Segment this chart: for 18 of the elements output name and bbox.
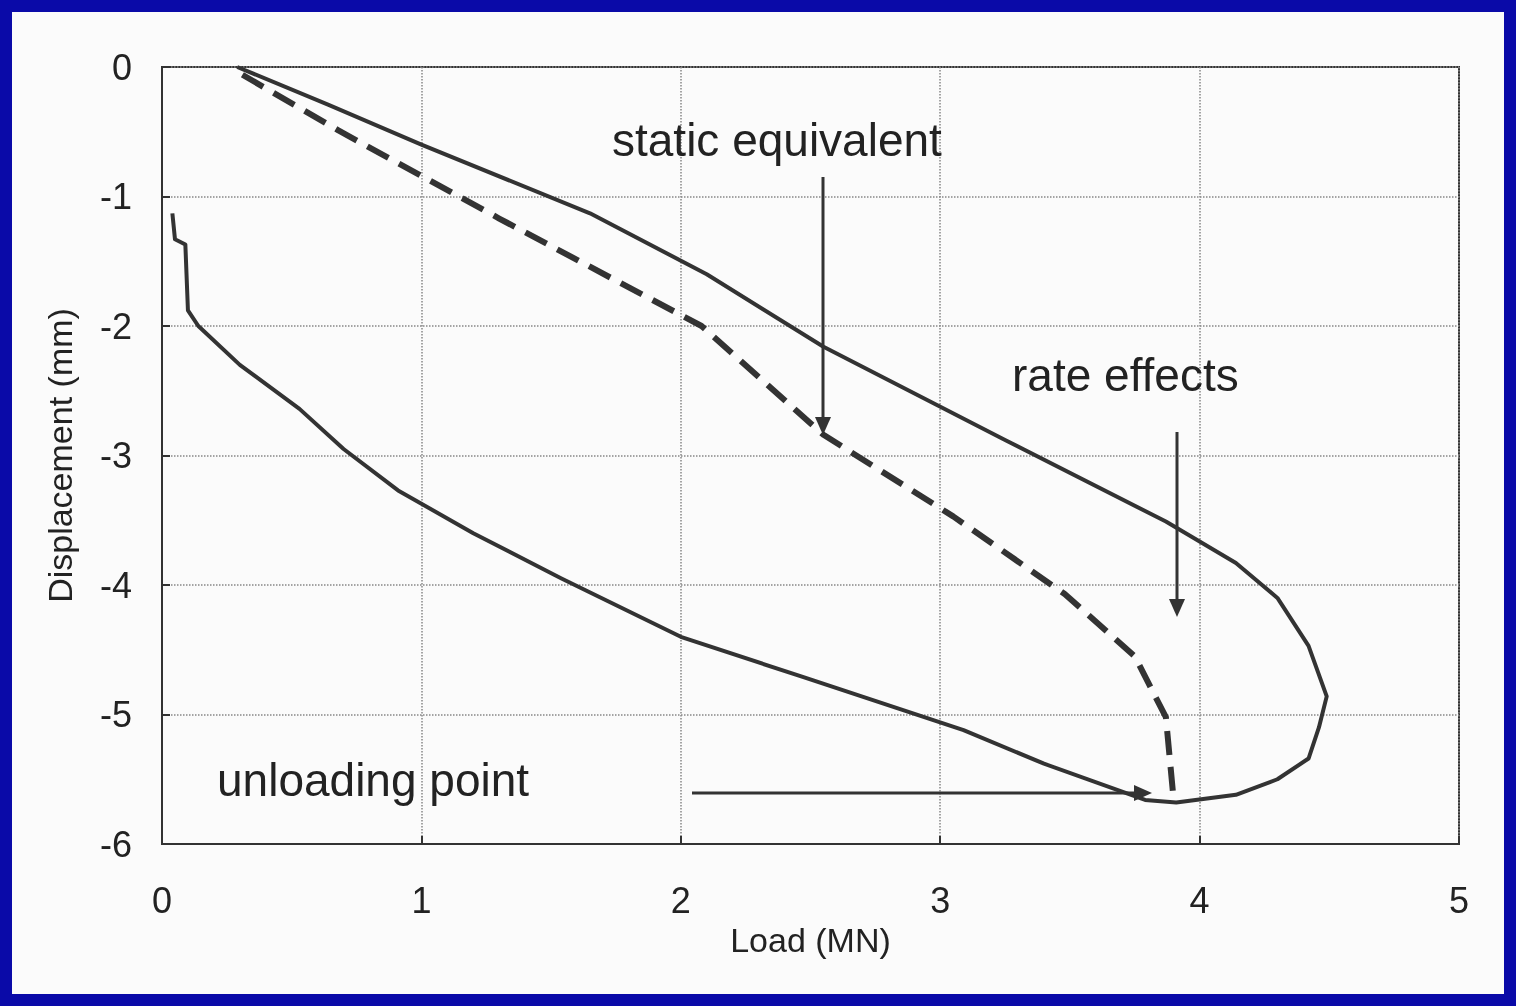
x-tick-label: 3 (930, 879, 951, 921)
annotation: static equivalent (612, 114, 942, 166)
y-axis-title: Displacement (mm) (41, 308, 79, 603)
y-tick-label: -5 (99, 694, 132, 735)
annotation: rate effects (1012, 349, 1239, 401)
x-tick-label: 2 (670, 879, 691, 921)
x-tick-label: 1 (411, 879, 432, 921)
y-tick-label: -4 (99, 564, 132, 606)
x-tick-label: 5 (1448, 879, 1470, 921)
x-axis-title: Load (MN) (730, 920, 891, 959)
y-tick-label: -6 (99, 823, 132, 865)
x-tick-label: 0 (151, 879, 173, 921)
y-tick-label: 0 (111, 46, 132, 88)
annotation: unloading point (217, 754, 530, 806)
x-tick-label: 4 (1189, 879, 1210, 921)
y-tick-label: -1 (99, 176, 132, 217)
y-tick-label: -3 (99, 435, 132, 476)
y-tick-label: -2 (99, 305, 132, 347)
